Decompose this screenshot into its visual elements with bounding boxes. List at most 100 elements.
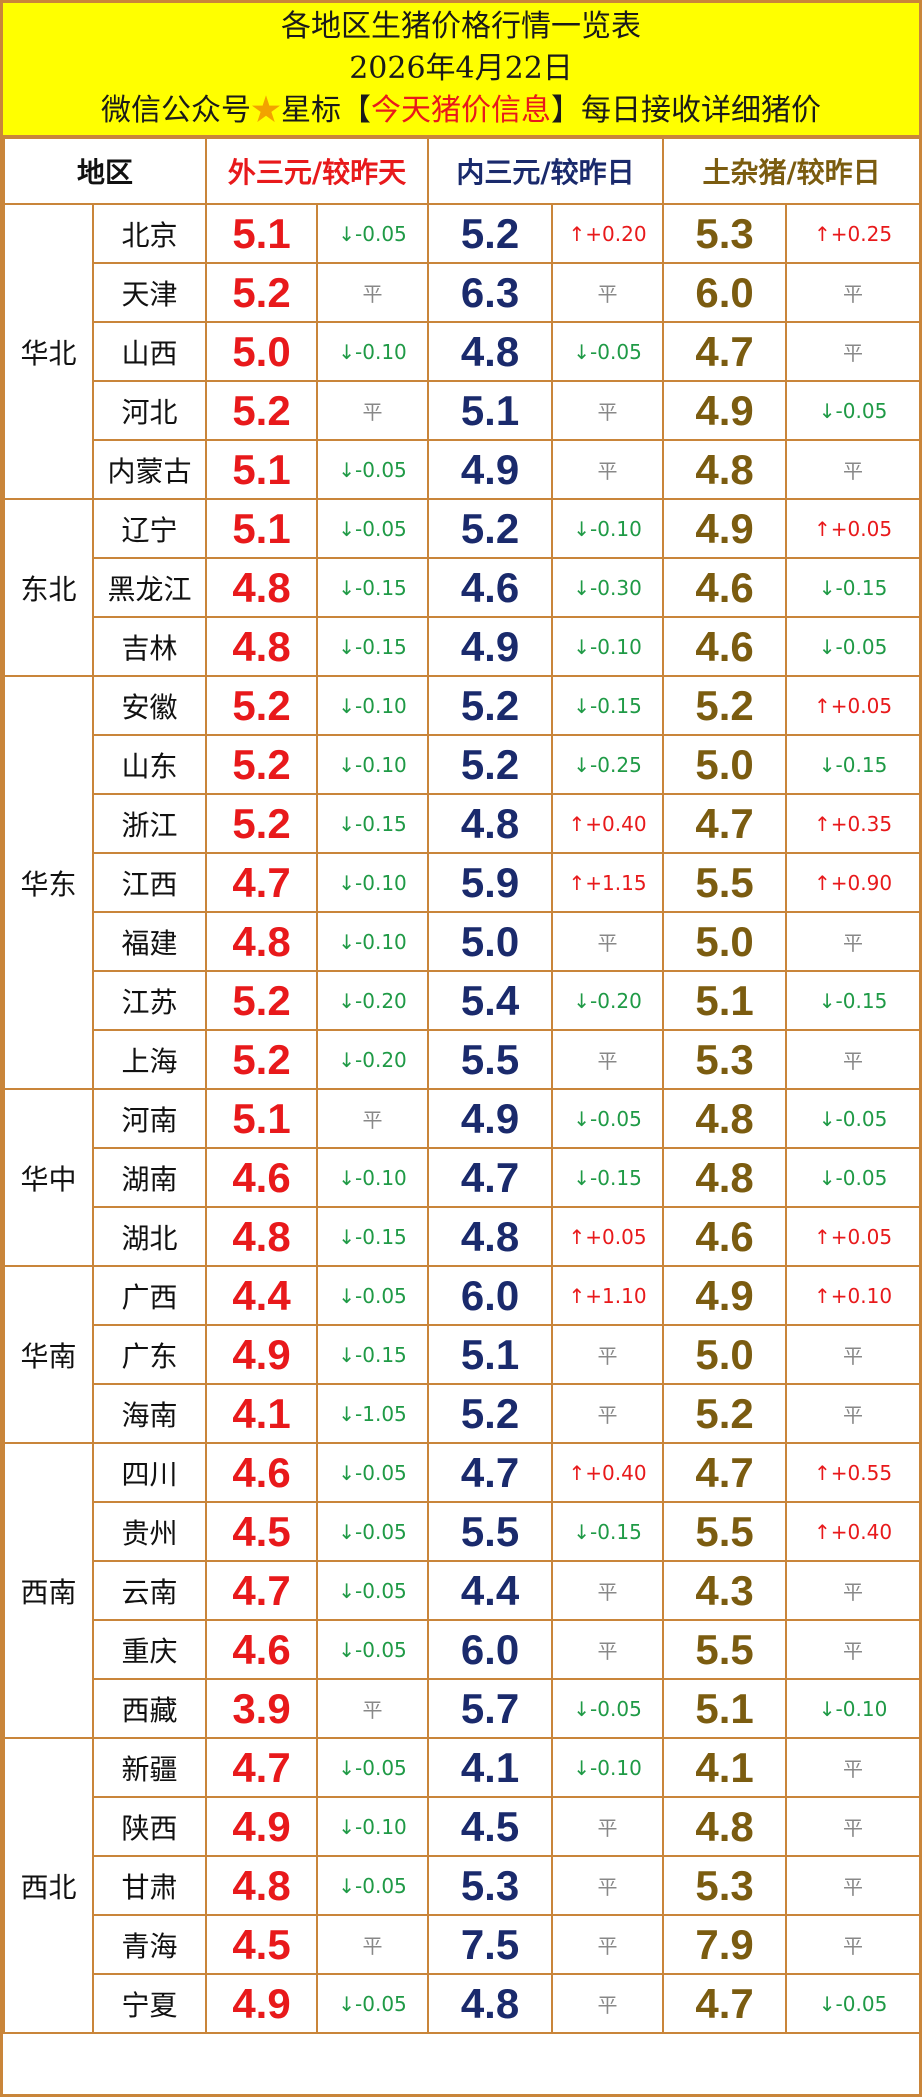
neisan-price: 4.5: [427, 1796, 554, 1857]
tuza-change: 平: [785, 1855, 922, 1916]
table-row: 湖北 4.8 ↓-0.15 4.8 ↑+0.05 4.6 ↑+0.05: [4, 1206, 922, 1267]
price-table: 地区 外三元/较昨天 内三元/较昨日 土杂猪/较昨日 华北 北京 5.1 ↓-0.05…: [2, 137, 922, 2034]
tuza-change: ↓-0.15: [785, 734, 922, 795]
province-name: 山西: [91, 321, 208, 382]
neisan-price: 6.3: [427, 262, 554, 323]
waisan-price: 4.6: [205, 1619, 319, 1680]
waisan-change: ↓-0.05: [316, 1855, 430, 1916]
region-name: 华东: [3, 675, 94, 1090]
tuza-change: ↓-0.15: [785, 557, 922, 618]
neisan-change: 平: [551, 1855, 665, 1916]
waisan-price: 5.1: [205, 439, 319, 500]
neisan-change: ↑+0.20: [551, 203, 665, 264]
waisan-price: 4.4: [205, 1265, 319, 1326]
waisan-change: ↓-0.05: [316, 498, 430, 559]
province-name: 青海: [91, 1914, 208, 1975]
table-row: 陕西 4.9 ↓-0.10 4.5 平 4.8 平: [4, 1796, 922, 1857]
neisan-change: ↓-0.15: [551, 675, 665, 736]
waisan-change: 平: [316, 380, 430, 441]
waisan-price: 4.8: [205, 557, 319, 618]
neisan-change: ↑+1.10: [551, 1265, 665, 1326]
waisan-price: 4.7: [205, 852, 319, 913]
neisan-price: 4.9: [427, 616, 554, 677]
neisan-price: 4.9: [427, 1088, 554, 1149]
tuza-price: 5.3: [662, 1029, 788, 1090]
waisan-price: 5.1: [205, 203, 319, 264]
province-name: 河南: [91, 1088, 208, 1149]
tuza-price: 5.0: [662, 1324, 788, 1385]
table-row: 华南 广西 4.4 ↓-0.05 6.0 ↑+1.10 4.9 ↑+0.10: [3, 1265, 922, 1444]
tuza-price: 4.8: [662, 1147, 788, 1208]
tuza-change: ↓-0.05: [785, 616, 922, 677]
tuza-change: 平: [785, 1737, 922, 1798]
tuza-price: 4.6: [662, 1206, 788, 1267]
tuza-price: 5.1: [662, 970, 788, 1031]
table-row: 西北 新疆 4.7 ↓-0.05 4.1 ↓-0.10 4.1 平: [3, 1737, 922, 2034]
neisan-change: ↓-0.10: [551, 616, 665, 677]
tuza-price: 6.0: [662, 262, 788, 323]
province-name: 重庆: [91, 1619, 208, 1680]
title-banner: 各地区生猪价格行情一览表 2026年4月22日 微信公众号★星标【今天猪价信息】…: [3, 3, 919, 137]
region-name: 西北: [3, 1737, 94, 2034]
waisan-price: 5.0: [205, 321, 319, 382]
waisan-change: ↓-0.15: [316, 1206, 430, 1267]
neisan-price: 5.1: [427, 380, 554, 441]
waisan-price: 5.2: [205, 793, 319, 854]
waisan-price: 4.7: [205, 1560, 319, 1621]
neisan-change: 平: [551, 1324, 665, 1385]
tuza-price: 4.6: [662, 616, 788, 677]
tuza-change: ↓-0.05: [785, 1147, 922, 1208]
tuza-price: 4.9: [662, 380, 788, 441]
waisan-change: ↓-0.20: [316, 970, 430, 1031]
tuza-change: 平: [785, 1560, 922, 1621]
table-row: 华北 北京 5.1 ↓-0.05 5.2 ↑+0.20 5.3 ↑+0.25: [3, 203, 922, 500]
neisan-price: 5.2: [427, 203, 554, 264]
neisan-change: ↓-0.05: [551, 321, 665, 382]
neisan-price: 5.2: [427, 1383, 554, 1444]
province-name: 四川: [91, 1442, 208, 1503]
tuza-change: ↑+0.05: [785, 1206, 922, 1267]
tuza-change: ↑+0.05: [785, 675, 922, 736]
waisan-change: ↓-0.05: [316, 1442, 430, 1503]
tuza-price: 5.0: [662, 911, 788, 972]
neisan-price: 4.8: [427, 793, 554, 854]
waisan-price: 5.2: [205, 734, 319, 795]
neisan-change: 平: [551, 1029, 665, 1090]
tuza-change: ↑+0.25: [785, 203, 922, 264]
waisan-change: ↓-0.05: [316, 203, 430, 264]
table-row: 云南 4.7 ↓-0.05 4.4 平 4.3 平: [4, 1560, 922, 1621]
tuza-price: 5.5: [662, 1501, 788, 1562]
waisan-price: 4.9: [205, 1324, 319, 1385]
neisan-price: 5.9: [427, 852, 554, 913]
waisan-price: 4.9: [205, 1973, 319, 2034]
neisan-price: 5.5: [427, 1501, 554, 1562]
tuza-change: ↓-0.10: [785, 1678, 922, 1739]
province-name: 云南: [91, 1560, 208, 1621]
province-name: 浙江: [91, 793, 208, 854]
neisan-change: 平: [551, 911, 665, 972]
province-name: 天津: [91, 262, 208, 323]
province-name: 广东: [91, 1324, 208, 1385]
waisan-change: ↓-0.10: [316, 734, 430, 795]
province-name: 山东: [91, 734, 208, 795]
province-name: 新疆: [91, 1737, 208, 1798]
neisan-change: 平: [551, 439, 665, 500]
waisan-change: ↓-0.05: [316, 439, 430, 500]
neisan-change: ↓-0.10: [551, 498, 665, 559]
table-row: 东北 辽宁 5.1 ↓-0.05 5.2 ↓-0.10 4.9 ↑+0.05: [3, 498, 922, 677]
province-name: 辽宁: [91, 498, 208, 559]
neisan-change: ↓-0.05: [551, 1678, 665, 1739]
waisan-change: ↓-0.15: [316, 616, 430, 677]
neisan-change: ↓-0.30: [551, 557, 665, 618]
table-row: 贵州 4.5 ↓-0.05 5.5 ↓-0.15 5.5 ↑+0.40: [4, 1501, 922, 1562]
table-row: 内蒙古 5.1 ↓-0.05 4.9 平 4.8 平: [4, 439, 922, 500]
region-name: 华中: [3, 1088, 94, 1267]
table-row: 青海 4.5 平 7.5 平 7.9 平: [4, 1914, 922, 1975]
tuza-price: 4.3: [662, 1560, 788, 1621]
tuza-change: 平: [785, 321, 922, 382]
table-row: 西南 四川 4.6 ↓-0.05 4.7 ↑+0.40 4.7 ↑+0.55: [3, 1442, 922, 1739]
waisan-price: 4.1: [205, 1383, 319, 1444]
table-header-row: 地区 外三元/较昨天 内三元/较昨日 土杂猪/较昨日: [2, 137, 922, 205]
tuza-change: 平: [785, 1914, 922, 1975]
